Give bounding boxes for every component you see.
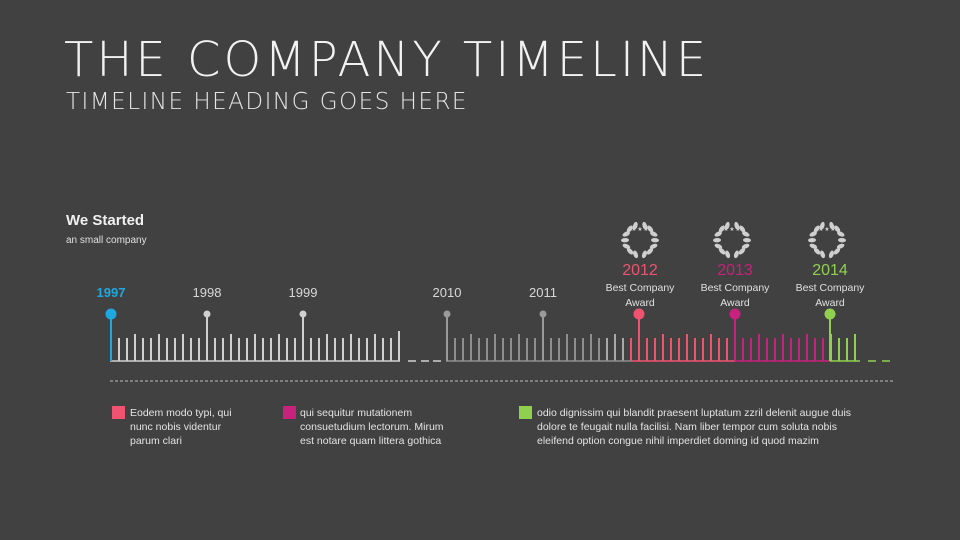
year-label-1999: 1999: [289, 285, 318, 300]
svg-text:★: ★: [723, 226, 728, 233]
marker-1998-dot: [203, 310, 211, 318]
legend-text-green: odio dignissim qui blandit praesent lupt…: [537, 407, 852, 447]
svg-text:★: ★: [824, 226, 829, 233]
marker-2014-dot: [824, 308, 836, 320]
legend-text-magenta: qui sequitur mutationem consuetudium lec…: [300, 407, 444, 447]
svg-text:★: ★: [643, 226, 648, 233]
svg-text:★: ★: [818, 226, 823, 233]
marker-1997-dot: [105, 308, 117, 320]
marker-2010-dot: [443, 310, 451, 318]
svg-text:★: ★: [729, 226, 734, 233]
award-year-2014: 2014: [812, 262, 848, 279]
svg-text:★: ★: [735, 226, 740, 233]
award-text-2014-line2: Award: [815, 297, 845, 309]
year-label-1997: 1997: [97, 285, 126, 300]
laurel-wreath-icon: ★ ★ ★: [621, 221, 659, 259]
svg-text:★: ★: [830, 226, 835, 233]
page-subtitle: TIMELINE HEADING GOES HERE: [66, 89, 468, 115]
award-text-2012-line2: Award: [625, 297, 655, 309]
marker-2011-dot: [539, 310, 547, 318]
award-text-2013-line2: Award: [720, 297, 750, 309]
laurel-wreath-icon: ★ ★ ★: [808, 221, 846, 259]
svg-text:★: ★: [637, 226, 642, 233]
marker-1999-dot: [299, 310, 307, 318]
award-text-2012-line1: Best Company: [606, 282, 676, 294]
legend-text-pink: Eodem modo typi, qui nunc nobis videntur…: [130, 407, 232, 447]
award-year-2012: 2012: [622, 262, 658, 279]
marker-2012-dot: [633, 308, 645, 320]
svg-text:★: ★: [631, 226, 636, 233]
year-label-2010: 2010: [433, 285, 462, 300]
year-label-1998: 1998: [193, 285, 222, 300]
year-label-2011: 2011: [529, 285, 557, 300]
page-title: THE COMPANY TIMELINE: [64, 32, 710, 88]
marker-2013-dot: [729, 308, 741, 320]
legend-swatch-green: [519, 406, 532, 419]
award-text-2014-line1: Best Company: [796, 282, 866, 294]
started-title: We Started: [66, 212, 145, 229]
award-year-2013: 2013: [717, 262, 753, 279]
legend-swatch-magenta: [283, 406, 296, 419]
laurel-wreath-icon: ★ ★ ★: [713, 221, 751, 259]
started-subtitle: an small company: [66, 235, 147, 246]
legend-swatch-pink: [112, 406, 125, 419]
award-text-2013-line1: Best Company: [701, 282, 771, 294]
